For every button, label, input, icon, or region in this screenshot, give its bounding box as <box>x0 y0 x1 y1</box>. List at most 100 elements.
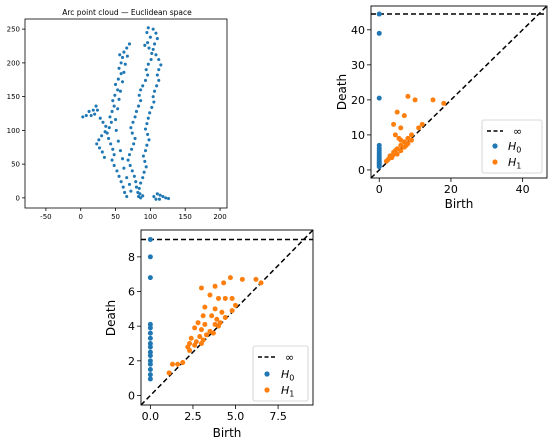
cloud-point <box>94 104 98 108</box>
point-h1 <box>383 158 389 164</box>
y-tick-label: 6 <box>128 286 135 299</box>
x-tick-label: 200 <box>213 213 226 221</box>
point-h1 <box>212 283 218 289</box>
cloud-point <box>157 57 161 62</box>
x-tick-label: 2.5 <box>184 410 202 423</box>
diagram-bottom-y-label: Death <box>104 300 118 336</box>
x-tick-label: 40 <box>516 183 530 196</box>
x-tick-label: 0 <box>376 183 383 196</box>
point-h1 <box>192 325 198 331</box>
cloud-point <box>130 131 134 135</box>
y-tick-label: 2 <box>128 355 135 368</box>
cloud-point <box>118 89 122 93</box>
point-h1 <box>198 340 204 346</box>
cloud-point <box>133 115 137 119</box>
point-h0 <box>147 353 153 359</box>
legend-box <box>481 119 543 174</box>
cloud-point <box>155 84 159 88</box>
cloud-point <box>102 155 106 159</box>
cloud-point <box>146 26 150 30</box>
y-tick-label: 0 <box>16 194 20 202</box>
cloud-point <box>150 51 154 55</box>
cloud-point <box>100 134 104 138</box>
cloud-point <box>147 138 151 142</box>
point-h1 <box>202 304 208 310</box>
cloud-point <box>134 180 138 184</box>
cloud-point <box>127 153 132 157</box>
x-tick-label: 5.0 <box>227 410 245 423</box>
cloud-point <box>109 142 113 146</box>
point-h1 <box>441 100 447 106</box>
x-tick-label: 150 <box>179 213 192 221</box>
cloud-point <box>145 122 149 126</box>
cloud-point <box>122 166 126 170</box>
point-h1 <box>217 320 223 326</box>
cloud-point <box>141 154 145 158</box>
cloud-point <box>119 180 123 184</box>
y-tick-label: 20 <box>351 94 365 107</box>
diagram-bottom-frame <box>140 229 314 406</box>
cloud-point <box>110 109 114 114</box>
point-h0 <box>147 361 153 367</box>
legend-h0-label: H0 <box>281 368 294 383</box>
cloud-point <box>111 99 115 103</box>
cloud-point <box>84 113 88 118</box>
cloud-point <box>91 108 95 112</box>
legend-h0-marker <box>264 371 270 377</box>
cloud-point <box>149 57 153 62</box>
y-tick-label: 40 <box>351 24 365 37</box>
cloud-point <box>131 120 135 124</box>
point-h1 <box>207 292 213 298</box>
legend-box <box>252 345 309 402</box>
y-tick-label: 10 <box>351 129 365 142</box>
point-cloud-points <box>81 26 171 201</box>
cloud-point <box>110 158 114 162</box>
cloud-point <box>119 61 123 65</box>
cloud-point <box>112 104 116 108</box>
cloud-point <box>95 108 99 112</box>
cloud-point <box>103 130 107 134</box>
point-h1 <box>412 97 418 103</box>
point-h1 <box>202 321 208 327</box>
cloud-point <box>121 185 125 189</box>
cloud-point <box>151 95 155 99</box>
cloud-point <box>151 27 155 31</box>
point-h1 <box>222 295 228 301</box>
cloud-point <box>114 82 118 87</box>
point-h1 <box>419 121 425 127</box>
cloud-point <box>115 169 119 173</box>
cloud-point <box>118 53 122 57</box>
cloud-point <box>118 149 122 153</box>
point-h1 <box>198 327 204 333</box>
cloud-point <box>112 163 116 168</box>
point-h0 <box>376 164 382 170</box>
y-tick-label: 4 <box>128 320 135 333</box>
point-h1 <box>409 137 415 143</box>
cloud-point <box>164 196 168 200</box>
point-h0 <box>147 349 153 355</box>
diagram-top-y-ticks: 0 10 20 30 40 <box>351 24 371 177</box>
cloud-point <box>155 192 159 196</box>
legend-infinity-label: ∞ <box>513 125 522 138</box>
cloud-point <box>155 37 159 41</box>
point-h1 <box>212 306 218 312</box>
point-cloud-y-ticks: 0 50 100 150 200 250 <box>7 26 25 202</box>
cloud-point <box>154 31 158 35</box>
point-h1 <box>401 113 407 119</box>
cloud-point <box>127 182 132 186</box>
point-h0 <box>147 340 153 346</box>
y-tick-label: 200 <box>7 59 20 67</box>
point-h1 <box>401 144 407 150</box>
cloud-point <box>141 194 145 198</box>
cloud-point <box>107 136 111 141</box>
point-h1 <box>198 285 204 291</box>
cloud-point <box>145 143 149 147</box>
point-h1 <box>398 148 404 154</box>
x-tick-label: 20 <box>444 183 458 196</box>
point-h1 <box>394 109 400 115</box>
cloud-point <box>152 100 156 104</box>
point-h1 <box>204 332 210 338</box>
legend-h1-marker <box>492 159 498 165</box>
cloud-point <box>146 116 150 120</box>
point-cloud-frame <box>24 18 228 209</box>
